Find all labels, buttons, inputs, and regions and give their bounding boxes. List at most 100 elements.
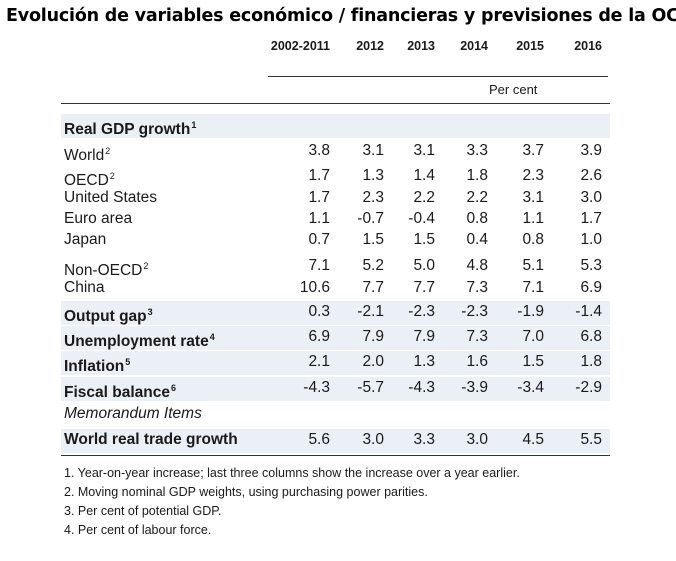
table-cell: 1.7 bbox=[308, 189, 330, 206]
table-cell: -3.9 bbox=[461, 379, 488, 396]
table-cell: 7.3 bbox=[466, 279, 488, 296]
table-cell: 1.7 bbox=[580, 210, 602, 227]
row-label: World2 bbox=[64, 146, 111, 164]
footnote-marker: 2 bbox=[105, 146, 111, 156]
table-cell: 3.9 bbox=[580, 142, 602, 159]
table-cell: -1.4 bbox=[575, 303, 602, 320]
table-cell: 1.4 bbox=[413, 167, 435, 184]
table-cell: 7.3 bbox=[466, 328, 488, 345]
table-cell: 5.0 bbox=[413, 257, 435, 274]
footnote-marker: 4 bbox=[209, 332, 215, 342]
table-cell: 6.9 bbox=[580, 279, 602, 296]
table-cell: 3.1 bbox=[522, 189, 544, 206]
row-label: Non-OECD2 bbox=[64, 261, 149, 279]
table-cell: 1.1 bbox=[522, 210, 544, 227]
row-highlight bbox=[61, 377, 610, 401]
table-cell: -2.9 bbox=[575, 379, 602, 396]
table-cell: 3.0 bbox=[362, 431, 384, 448]
row-label: United States bbox=[64, 189, 158, 206]
table-cell: 7.7 bbox=[413, 279, 435, 296]
table-cell: 1.7 bbox=[308, 167, 330, 184]
row-label: World real trade growth bbox=[64, 431, 238, 448]
row-label: Unemployment rate4 bbox=[64, 332, 215, 350]
row-label: China bbox=[64, 279, 105, 296]
table-cell: 2.3 bbox=[522, 167, 544, 184]
table-cell: 10.6 bbox=[299, 279, 330, 296]
table-cell: 7.9 bbox=[362, 328, 384, 345]
table-cell: 0.8 bbox=[522, 231, 544, 248]
table-cell: 3.0 bbox=[580, 189, 602, 206]
table-cell: 1.5 bbox=[413, 231, 435, 248]
table-cell: 0.8 bbox=[466, 210, 488, 227]
table-cell: 7.1 bbox=[308, 257, 330, 274]
table-cell: 2.2 bbox=[413, 189, 435, 206]
page-title: Evolución de variables económico / finan… bbox=[6, 6, 676, 26]
table-cell: -1.9 bbox=[517, 303, 544, 320]
footnote-marker: 6 bbox=[170, 383, 176, 393]
table-cell: 1.3 bbox=[413, 353, 435, 370]
row-highlight bbox=[61, 114, 610, 138]
table-cell: 3.1 bbox=[362, 142, 384, 159]
table-cell: -2.1 bbox=[357, 303, 384, 320]
row-label: Euro area bbox=[64, 210, 133, 227]
row-highlight bbox=[61, 326, 610, 350]
row-label: OECD2 bbox=[64, 171, 115, 189]
table-cell: 2.1 bbox=[308, 353, 330, 370]
table-cell: 6.8 bbox=[580, 328, 602, 345]
table-cell: 7.9 bbox=[413, 328, 435, 345]
table-cell: -2.3 bbox=[408, 303, 435, 320]
row-label: Memorandum Items bbox=[64, 405, 202, 422]
table-cell: 5.5 bbox=[580, 431, 602, 448]
column-header: 2015 bbox=[516, 39, 544, 53]
table-cell: 3.7 bbox=[522, 142, 544, 159]
footnote-marker: 3 bbox=[147, 307, 153, 317]
column-header: 2013 bbox=[407, 39, 435, 53]
table-cell: 1.6 bbox=[466, 353, 488, 370]
table-cell: 4.5 bbox=[522, 431, 544, 448]
unit-label: Per cent bbox=[489, 82, 538, 97]
row-highlight bbox=[61, 351, 610, 375]
footnote-marker: 1 bbox=[191, 120, 197, 130]
column-header: 2014 bbox=[460, 39, 488, 53]
table-cell: 7.7 bbox=[362, 279, 384, 296]
row-highlight bbox=[61, 429, 610, 453]
table-cell: 1.0 bbox=[580, 231, 602, 248]
table-cell: 2.3 bbox=[362, 189, 384, 206]
row-label: Fiscal balance6 bbox=[64, 383, 176, 401]
footnote: 2. Moving nominal GDP weights, using pur… bbox=[64, 485, 428, 499]
table-cell: -4.3 bbox=[408, 379, 435, 396]
table-cell: -0.4 bbox=[408, 210, 435, 227]
table-cell: 0.7 bbox=[308, 231, 330, 248]
table-cell: 5.1 bbox=[522, 257, 544, 274]
table-cell: -4.3 bbox=[303, 379, 330, 396]
table-cell: 7.0 bbox=[522, 328, 544, 345]
table-cell: 5.3 bbox=[580, 257, 602, 274]
table-cell: -2.3 bbox=[461, 303, 488, 320]
table-cell: 4.8 bbox=[466, 257, 488, 274]
table-cell: 3.3 bbox=[466, 142, 488, 159]
footnote-marker: 2 bbox=[143, 261, 149, 271]
table-top-rule bbox=[61, 103, 610, 104]
table-cell: -5.7 bbox=[357, 379, 384, 396]
table-cell: 3.8 bbox=[308, 142, 330, 159]
table-cell: 1.8 bbox=[580, 353, 602, 370]
footnote-marker: 5 bbox=[125, 357, 131, 367]
footnote: 4. Per cent of labour force. bbox=[64, 523, 212, 537]
table-cell: 6.9 bbox=[308, 328, 330, 345]
row-highlight bbox=[61, 301, 610, 325]
table-cell: 1.1 bbox=[308, 210, 330, 227]
table-cell: 3.1 bbox=[413, 142, 435, 159]
table-cell: 7.1 bbox=[522, 279, 544, 296]
column-header: 2002-2011 bbox=[270, 39, 330, 53]
footnote: 1. Year-on-year increase; last three col… bbox=[64, 466, 520, 480]
table-cell: 1.5 bbox=[522, 353, 544, 370]
row-label: Real GDP growth1 bbox=[64, 120, 197, 138]
table-cell: 1.3 bbox=[362, 167, 384, 184]
table-cell: 3.3 bbox=[413, 431, 435, 448]
row-label: Output gap3 bbox=[64, 307, 153, 325]
table-cell: 3.0 bbox=[466, 431, 488, 448]
footnote-marker: 2 bbox=[109, 171, 115, 181]
column-header: 2016 bbox=[574, 39, 602, 53]
table-cell: 2.0 bbox=[362, 353, 384, 370]
table-bottom-rule bbox=[61, 455, 610, 456]
